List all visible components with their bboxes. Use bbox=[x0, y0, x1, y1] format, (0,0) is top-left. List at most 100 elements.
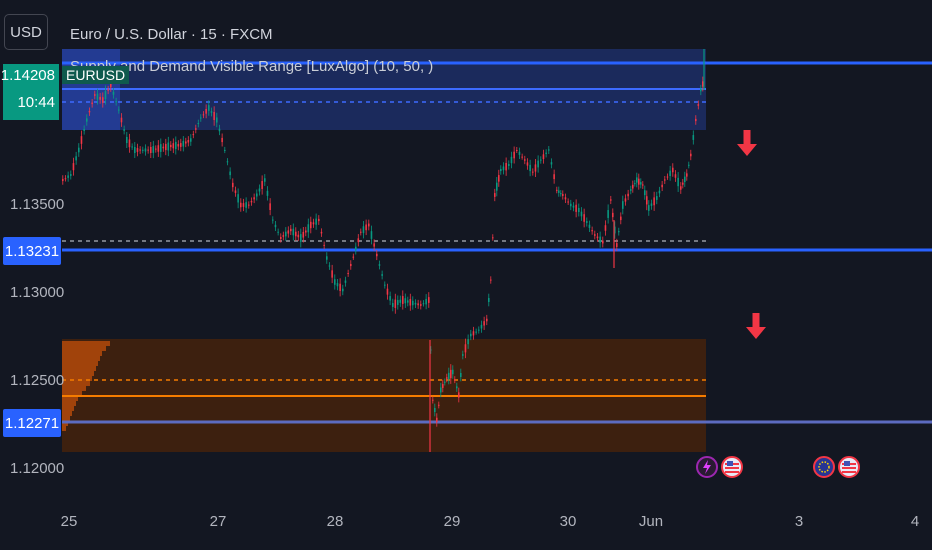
currency-button[interactable]: USD bbox=[4, 14, 48, 50]
candle-body bbox=[104, 91, 107, 99]
indicator-legend[interactable]: Supply and Demand Visible Range [LuxAlgo… bbox=[70, 58, 434, 75]
candle-body bbox=[692, 135, 695, 140]
last-price-tag: 1.14208 10:44 bbox=[1, 64, 59, 120]
candle-body bbox=[562, 194, 564, 196]
candle-body bbox=[318, 218, 320, 222]
candle-body bbox=[422, 303, 425, 305]
candle-body bbox=[488, 298, 490, 302]
candle-body bbox=[682, 182, 684, 185]
candle-body bbox=[409, 298, 412, 306]
candle-body bbox=[570, 203, 572, 207]
candle-body bbox=[661, 184, 663, 188]
candle-body bbox=[553, 174, 555, 180]
candle-body bbox=[102, 97, 104, 103]
demand-volume-bar bbox=[62, 361, 98, 366]
demand-volume-bar bbox=[62, 386, 86, 391]
candle-body bbox=[583, 214, 585, 222]
candle-body bbox=[438, 404, 440, 406]
candle-body bbox=[112, 91, 115, 95]
candle-body bbox=[144, 148, 147, 152]
down-arrow-icon-shaft bbox=[743, 130, 751, 144]
candle-body bbox=[302, 231, 305, 238]
candle-body bbox=[334, 279, 336, 285]
demand-volume-bar bbox=[62, 341, 110, 346]
candle-body bbox=[604, 225, 607, 231]
symbol-label: EURUSD bbox=[62, 66, 130, 84]
candle-body bbox=[397, 300, 399, 305]
candle-body bbox=[610, 199, 612, 201]
candle-body bbox=[490, 279, 492, 281]
candle-body bbox=[250, 200, 253, 203]
candle-body bbox=[160, 144, 162, 152]
candle-body bbox=[669, 170, 671, 176]
candle-body bbox=[502, 166, 505, 171]
demand-volume-bar bbox=[62, 346, 106, 351]
candle-body bbox=[646, 196, 648, 205]
candle-body bbox=[486, 318, 488, 322]
candle-body bbox=[448, 372, 450, 380]
candle-body bbox=[347, 272, 349, 274]
candle-body bbox=[510, 156, 513, 164]
candle-body bbox=[513, 151, 515, 159]
us-flag-icon[interactable] bbox=[838, 456, 860, 478]
candle-body bbox=[224, 149, 226, 151]
candle-body bbox=[280, 237, 282, 239]
candle-body bbox=[216, 117, 218, 123]
candle-body bbox=[285, 231, 287, 237]
us-flag-icon[interactable] bbox=[721, 456, 743, 478]
candle-body bbox=[147, 149, 149, 151]
candle-body bbox=[454, 379, 456, 381]
candle-body bbox=[632, 184, 634, 189]
candle-body bbox=[548, 149, 550, 151]
candle-body bbox=[376, 253, 378, 257]
demand-volume-bar bbox=[62, 366, 96, 371]
candle-body bbox=[470, 333, 472, 337]
candle-body bbox=[197, 123, 200, 125]
candle-body bbox=[272, 219, 274, 221]
candle-body bbox=[274, 224, 277, 228]
lightning-icon[interactable] bbox=[696, 456, 718, 478]
candle-body bbox=[564, 197, 567, 200]
candle-body bbox=[172, 143, 175, 149]
symbol-title[interactable]: Euro / U.S. Dollar · 15 · FXCM bbox=[70, 26, 273, 43]
candle-body bbox=[656, 196, 658, 200]
candle-body bbox=[282, 235, 285, 237]
candle-body bbox=[612, 212, 614, 218]
candle-body bbox=[170, 144, 172, 148]
candle-body bbox=[258, 188, 261, 192]
candle-body bbox=[192, 134, 195, 136]
eu-flag-icon[interactable] bbox=[813, 456, 835, 478]
candle-body bbox=[350, 263, 352, 267]
candle-body bbox=[352, 256, 355, 258]
candle-body bbox=[142, 149, 144, 151]
time-axis-label: 25 bbox=[60, 513, 78, 530]
candle-body bbox=[664, 179, 666, 181]
candle-body bbox=[131, 146, 133, 148]
candle-body bbox=[373, 243, 375, 247]
candle-body bbox=[550, 162, 553, 165]
candle-body bbox=[524, 159, 526, 161]
candle-body bbox=[618, 231, 620, 233]
candle-body bbox=[505, 162, 507, 171]
candle-body bbox=[556, 189, 558, 191]
candle-body bbox=[290, 228, 292, 232]
candle-body bbox=[120, 117, 123, 123]
candle-body bbox=[596, 236, 599, 239]
candle-body bbox=[492, 237, 494, 239]
candle-body bbox=[425, 298, 427, 305]
demand-volume-bar bbox=[62, 411, 72, 416]
candle-body bbox=[266, 190, 269, 196]
candle-body bbox=[634, 183, 636, 185]
time-axis-label: 4 bbox=[910, 513, 920, 530]
candle-body bbox=[690, 153, 692, 157]
candle-body bbox=[248, 204, 250, 206]
candle-body bbox=[614, 226, 616, 234]
candle-body bbox=[402, 296, 404, 304]
candle-body bbox=[91, 102, 93, 105]
candle-body bbox=[444, 381, 446, 383]
candle-body bbox=[642, 184, 644, 186]
candle-body bbox=[187, 139, 190, 143]
candle-body bbox=[599, 236, 601, 243]
candle-body bbox=[115, 101, 117, 103]
